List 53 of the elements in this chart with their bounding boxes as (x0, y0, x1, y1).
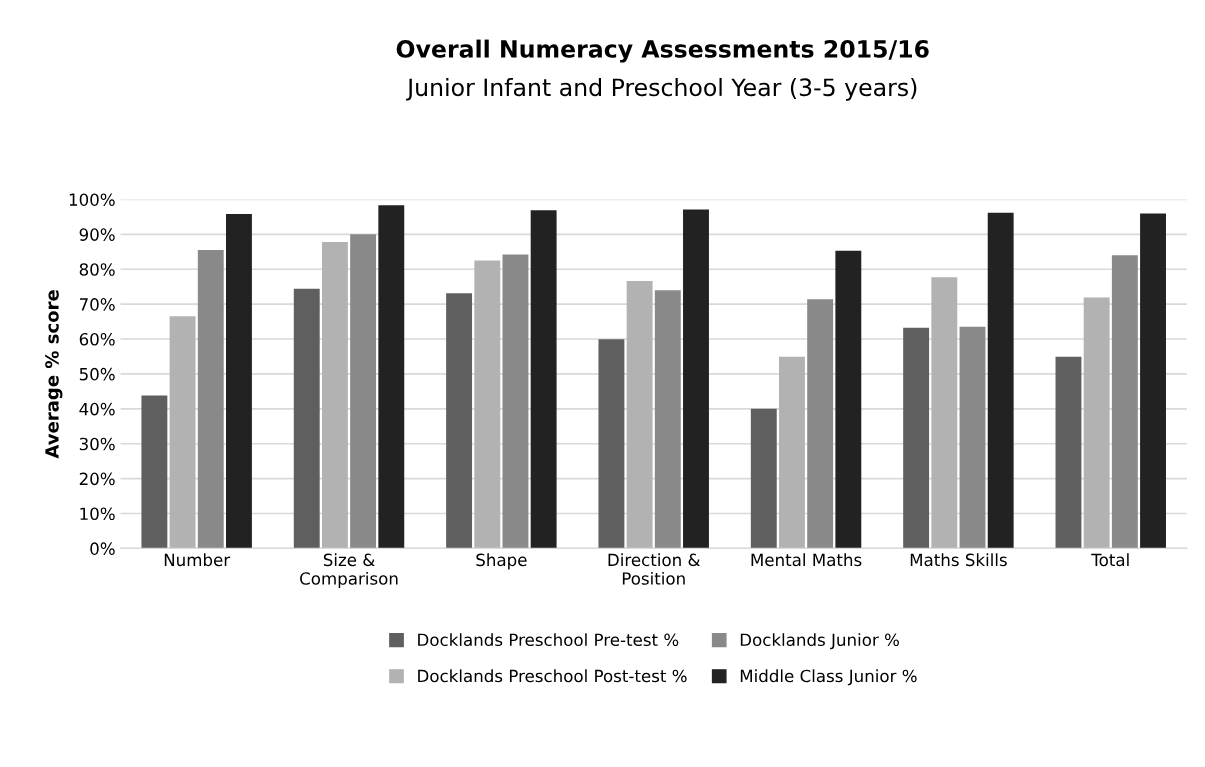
y-tick-label: 100% (69, 193, 115, 206)
bar (378, 205, 405, 549)
bar (293, 288, 320, 549)
y-tick-label: 80% (79, 263, 115, 276)
bar (474, 260, 501, 549)
bar (1083, 297, 1110, 549)
x-tick-label: Direction & Position (608, 553, 700, 585)
y-tick-label: 90% (79, 228, 115, 241)
bar (683, 209, 709, 549)
legend-label: Docklands Junior % (740, 633, 899, 650)
y-tick-label: 20% (79, 472, 115, 486)
bar (598, 339, 625, 549)
bar (626, 281, 653, 549)
x-tick-label: Total (1091, 553, 1129, 567)
bar (197, 250, 224, 549)
bar (530, 210, 557, 549)
legend-label: Docklands Preschool Post-test % (418, 669, 687, 683)
chart-subtitle: Junior Infant and Preschool Year (3-5 years) (405, 77, 917, 101)
y-tick-label: 50% (79, 367, 115, 381)
bar (350, 234, 377, 549)
bar (226, 214, 252, 549)
bar (1111, 255, 1138, 549)
x-tick-label: Shape (476, 553, 527, 570)
chart-title: Overall Numeracy Assessments 2015/16 (396, 39, 929, 63)
bar (903, 327, 930, 549)
y-tick-label: 40% (79, 402, 115, 416)
legend-label: Docklands Preschool Pre-test % (418, 633, 679, 647)
bar (987, 212, 1014, 549)
x-tick-label: Number (164, 553, 231, 567)
bar (1055, 356, 1082, 549)
legend-label: Middle Class Junior % (740, 669, 917, 686)
x-tick-label: Mental Maths (751, 553, 862, 567)
x-tick-label: Size & Comparison (300, 553, 398, 589)
x-tick-label: Maths Skills (910, 553, 1007, 567)
y-axis-title: Average % score (45, 290, 63, 459)
y-tick-label: 70% (79, 298, 115, 311)
bar (779, 356, 805, 549)
bar (321, 242, 348, 549)
bar (750, 408, 777, 549)
y-tick-label: 30% (79, 437, 115, 451)
y-tick-label: 0% (90, 542, 115, 555)
y-tick-label: 60% (79, 332, 115, 346)
y-tick-label: 10% (80, 507, 115, 521)
bar (835, 250, 862, 549)
bar (169, 316, 196, 549)
bar (502, 254, 529, 549)
bar (959, 326, 986, 549)
bar (1140, 213, 1166, 549)
bar (141, 395, 168, 549)
bar (931, 277, 958, 549)
bar (807, 299, 834, 549)
bar (654, 290, 681, 549)
bar (446, 293, 473, 549)
